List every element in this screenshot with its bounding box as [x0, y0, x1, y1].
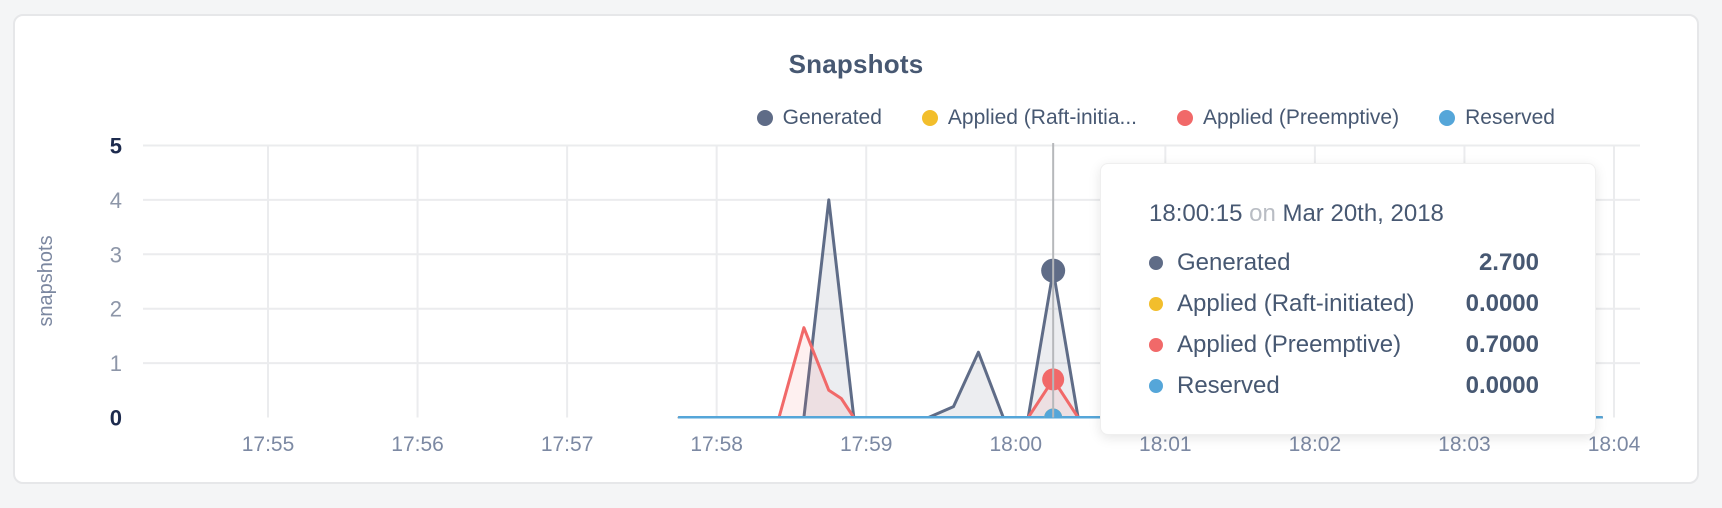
tooltip-row-generated: Generated 2.700: [1149, 242, 1539, 283]
legend-item-reserved[interactable]: Reserved: [1439, 106, 1555, 130]
y-axis-tick-label: 2: [110, 297, 122, 322]
tooltip-series-label: Generated: [1177, 248, 1291, 276]
legend-label: Applied (Raft-initia...: [947, 106, 1138, 129]
x-axis-tick-label: 17:59: [840, 433, 893, 456]
tooltip-time: 18:00:15: [1149, 200, 1243, 227]
series-color-dot: [1149, 296, 1163, 311]
legend-color-dot: [1439, 110, 1456, 126]
x-axis-tick-label: 18:04: [1588, 433, 1641, 456]
tooltip-series-values: Generated 2.700 Applied (Raft-initiated) 0.…: [1149, 242, 1539, 406]
tooltip-series-label: Applied (Raft-initiated): [1177, 289, 1415, 317]
chart-tooltip: 18:00:15 on Mar 20th, 2018 Generated 2.70…: [1100, 163, 1596, 435]
tooltip-series-value: 2.700: [1478, 248, 1539, 276]
chart-title: Snapshots: [788, 49, 924, 79]
x-axis-tick-label: 18:00: [989, 433, 1042, 456]
legend-label: Reserved: [1465, 106, 1555, 129]
x-axis-tick-label: 17:57: [541, 433, 594, 456]
legend-color-dot: [756, 110, 773, 126]
x-axis-tick-label: 18:01: [1139, 433, 1192, 456]
series-color-dot: [1149, 255, 1163, 270]
tooltip-row-reserved: Reserved 0.0000: [1149, 365, 1539, 406]
legend-item-applied-preemptive[interactable]: Applied (Preemptive): [1177, 106, 1399, 130]
y-axis-title: snapshots: [35, 235, 57, 326]
x-axis-tick-label: 18:02: [1289, 433, 1342, 456]
series-color-dot: [1149, 337, 1163, 352]
x-axis-tick-label: 17:55: [242, 433, 295, 456]
y-axis-tick-label: 1: [110, 351, 122, 376]
tooltip-series-value: 0.0000: [1465, 289, 1539, 317]
tooltip-series-label: Applied (Preemptive): [1177, 330, 1402, 358]
x-axis-tick-label: 17:56: [391, 433, 444, 456]
tooltip-row-applied-preemptive: Applied (Preemptive) 0.7000: [1149, 324, 1539, 365]
y-axis-tick-label: 4: [110, 188, 122, 213]
tooltip-series-value: 0.7000: [1465, 330, 1539, 358]
legend-item-generated[interactable]: Generated: [756, 106, 882, 130]
series-color-dot: [1149, 378, 1163, 393]
tooltip-row-applied-raft-initiated: Applied (Raft-initiated) 0.0000: [1149, 283, 1539, 324]
legend-color-dot: [1177, 110, 1194, 126]
tooltip-date: Mar 20th, 2018: [1282, 200, 1444, 227]
legend-label: Applied (Preemptive): [1203, 106, 1400, 129]
tooltip-series-label: Reserved: [1177, 371, 1280, 399]
tooltip-connector: on: [1249, 200, 1276, 227]
series-line-applied-preemptive: [677, 326, 1603, 419]
y-axis-tick-label: 0: [110, 406, 122, 431]
axis-labels: 0 1 2 3 4 5 17:55 17:56 17:57 17:58 17:59 18:00 18:0…: [35, 134, 1641, 457]
y-axis-tick-label: 5: [110, 134, 122, 159]
legend-label: Generated: [782, 106, 882, 129]
legend-color-dot: [921, 110, 938, 126]
y-axis-tick-label: 3: [110, 242, 122, 267]
legend-item-applied-raft-initia[interactable]: Applied (Raft-initia...: [921, 106, 1138, 130]
x-axis-tick-label: 18:03: [1438, 433, 1491, 456]
tooltip-series-value: 0.0000: [1465, 371, 1539, 399]
chart-legend: Generated Applied (Raft-initia... Applied …: [756, 104, 1555, 132]
x-axis-tick-label: 17:58: [690, 433, 743, 456]
series-line-generated: [677, 198, 1603, 419]
tooltip-title: 18:00:15 on Mar 20th, 2018: [1149, 200, 1539, 228]
